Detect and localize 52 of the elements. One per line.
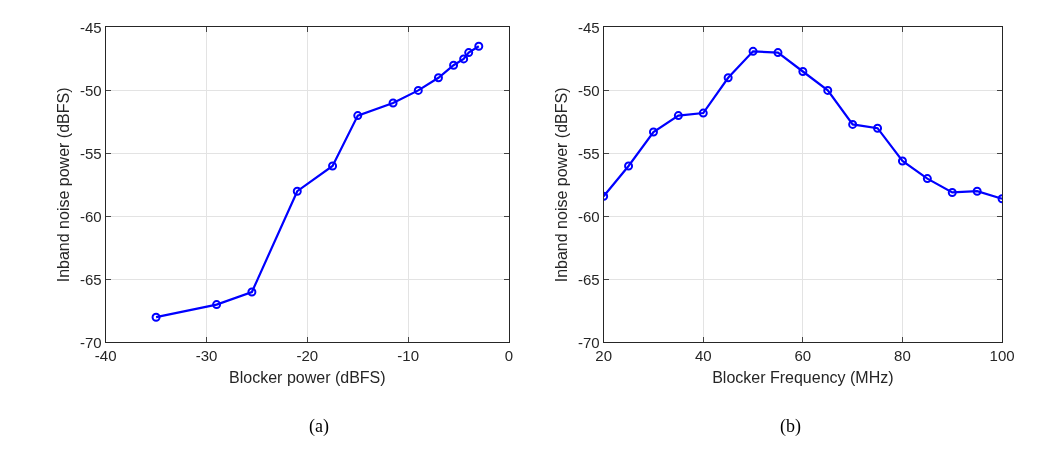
point xyxy=(848,119,858,129)
point xyxy=(433,73,443,83)
point xyxy=(212,300,222,310)
y-tick-label: -60 xyxy=(79,207,102,225)
x-tick-label: 100 xyxy=(989,347,1015,365)
point xyxy=(459,54,469,64)
point xyxy=(151,312,161,322)
text: (a) xyxy=(309,416,329,437)
point xyxy=(773,48,783,58)
point xyxy=(897,156,907,166)
point xyxy=(328,161,338,171)
y-tick-label: -50 xyxy=(577,81,600,99)
x-axis-title: Blocker Frequency (MHz) xyxy=(712,369,894,387)
y-tick-label: -45 xyxy=(79,18,102,36)
point xyxy=(673,111,683,121)
y-tick-label: -45 xyxy=(577,18,600,36)
point xyxy=(292,186,302,196)
point xyxy=(388,98,398,108)
text: (b) xyxy=(780,416,801,437)
x-tick-label: 60 xyxy=(794,347,812,365)
point xyxy=(624,161,634,171)
y-tick-label: -55 xyxy=(577,144,600,162)
point xyxy=(873,123,883,133)
point xyxy=(972,186,982,196)
point xyxy=(464,48,474,58)
point xyxy=(247,287,257,297)
point xyxy=(798,67,808,76)
y-tick-label: -55 xyxy=(79,144,102,162)
x-tick-label: -20 xyxy=(296,347,319,365)
point xyxy=(698,108,708,118)
x-tick-label: 80 xyxy=(894,347,911,365)
point xyxy=(474,41,484,51)
point xyxy=(449,60,459,70)
x-tick-label: -30 xyxy=(195,347,218,365)
point xyxy=(748,46,758,56)
x-tick-label: 0 xyxy=(504,347,514,365)
point xyxy=(823,85,833,95)
point xyxy=(922,174,932,184)
y-axis-title: Inband noise power (dBFS) xyxy=(552,87,570,283)
point xyxy=(353,111,363,121)
y-tick-label: -50 xyxy=(79,81,102,99)
x-axis-title: Blocker power (dBFS) xyxy=(229,369,386,387)
point xyxy=(648,127,658,137)
x-tick-label: 40 xyxy=(694,347,712,365)
y-tick-label: -65 xyxy=(79,270,102,288)
y-axis-title: Inband noise power (dBFS) xyxy=(54,87,72,283)
x-tick-label: -10 xyxy=(397,347,420,365)
point xyxy=(947,187,957,197)
y-tick-label: -60 xyxy=(577,207,600,225)
point xyxy=(723,73,733,83)
point xyxy=(413,85,423,95)
y-tick-label: -65 xyxy=(577,270,600,288)
